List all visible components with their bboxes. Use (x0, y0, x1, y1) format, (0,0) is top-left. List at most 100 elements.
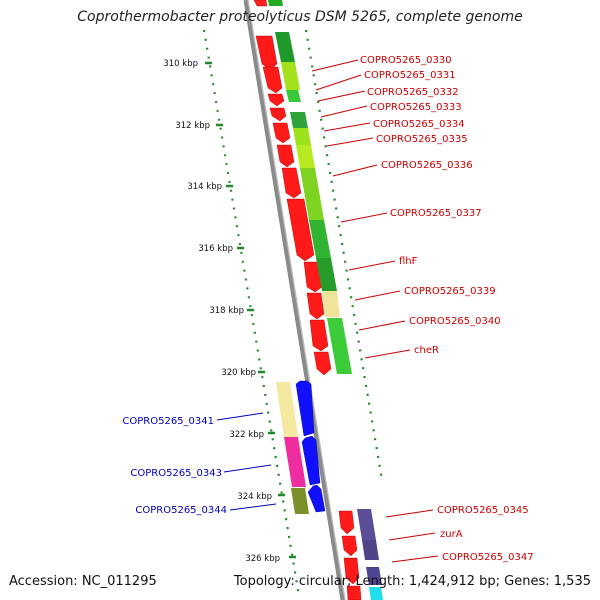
gene-label: COPRO5265_0330 (360, 55, 452, 66)
leader-line (216, 412, 264, 421)
function-block (291, 488, 309, 514)
tick-label: 314 kbp (187, 182, 222, 192)
gene-label: COPRO5265_0332 (367, 87, 459, 98)
leader-line (317, 90, 366, 102)
scale-track (202, 29, 301, 597)
leader-line (223, 464, 272, 473)
leader-line (332, 164, 378, 177)
gene-label: cheR (414, 345, 439, 356)
leader-line (326, 137, 374, 147)
function-block (275, 32, 295, 62)
leader-line (315, 74, 362, 91)
gene-label: COPRO5265_0337 (390, 208, 482, 219)
gene-label: COPRO5265_0336 (381, 160, 473, 171)
tick-label: 320 kbp (221, 368, 256, 378)
cds-arrow (303, 261, 323, 293)
forward-strand-cds (253, 0, 362, 600)
cds-arrow (343, 557, 360, 585)
cds-arrow (255, 35, 278, 71)
function-block (290, 112, 308, 128)
function-band (268, 0, 383, 600)
function-block (327, 318, 352, 374)
function-block (281, 62, 300, 90)
function-block (284, 437, 306, 487)
gene-label: COPRO5265_0334 (373, 119, 465, 130)
function-block (309, 220, 331, 258)
scale-tick-labels: 310 kbp 312 kbp 314 kbp 316 kbp 318 kbp … (163, 59, 280, 564)
gene-label: COPRO5265_0345 (437, 505, 529, 516)
right-leader-lines (311, 59, 439, 563)
scale-ticks (205, 61, 296, 559)
leader-line (340, 212, 388, 223)
cds-arrow (338, 510, 355, 535)
gene-label: COPRO5265_0339 (404, 286, 496, 297)
function-block (268, 0, 283, 6)
leader-line (358, 320, 406, 331)
cds-arrow (272, 122, 291, 144)
cds-arrow (346, 585, 362, 600)
cds-arrow (262, 66, 283, 94)
genome-backbone (243, 0, 346, 600)
leader-line (391, 555, 439, 563)
tick-label: 326 kbp (245, 554, 280, 564)
function-block (357, 509, 376, 540)
tick-label: 312 kbp (175, 121, 210, 131)
function-block (316, 258, 337, 291)
tick-label: 316 kbp (198, 244, 233, 254)
gene-label: COPRO5265_0343 (130, 468, 222, 479)
cds-arrow (276, 144, 295, 168)
cds-arrow (269, 107, 287, 122)
gene-label: COPRO5265_0340 (409, 316, 501, 327)
reverse-strand-cds (276, 380, 326, 514)
cds-arrow (306, 292, 325, 320)
leader-line (364, 349, 411, 359)
function-block (293, 128, 311, 145)
gene-label: COPRO5265_0344 (135, 505, 227, 516)
map-title: Coprothermobacter proteolyticus DSM 5265… (77, 9, 523, 25)
function-block (276, 382, 298, 437)
gene-label: COPRO5265_0333 (370, 102, 462, 113)
left-leader-lines (216, 412, 277, 511)
right-gene-labels: COPRO5265_0330 COPRO5265_0331 COPRO5265_… (360, 55, 534, 563)
leader-line (229, 503, 277, 511)
genome-backbone-highlight (247, 0, 346, 600)
function-block (300, 168, 324, 220)
function-block (322, 291, 340, 317)
left-gene-labels: COPRO5265_0341 COPRO5265_0343 COPRO5265_… (122, 416, 227, 516)
cds-arrow (341, 535, 358, 557)
cds-arrow (309, 319, 329, 352)
function-block (296, 145, 315, 168)
function-block (286, 90, 301, 102)
accession-text: Accession: NC_011295 (9, 574, 157, 589)
cds-arrow (313, 351, 332, 376)
tick-label: 318 kbp (209, 306, 244, 316)
gene-label: COPRO5265_0331 (364, 70, 456, 81)
cds-arrow (281, 167, 302, 199)
leader-line (323, 122, 371, 132)
leader-line (385, 509, 434, 518)
leader-line (311, 59, 359, 72)
cds-arrow (253, 0, 268, 7)
cds-arrow (267, 93, 285, 107)
gene-label: flhF (399, 256, 418, 267)
tick-label: 324 kbp (237, 492, 272, 502)
cds-arrow (307, 484, 326, 513)
genome-stats-text: Topology: circular; Length: 1,424,912 bp… (233, 574, 591, 589)
tick-label: 322 kbp (229, 430, 264, 440)
function-block (369, 587, 383, 600)
leader-line (348, 260, 396, 271)
tick-label: 310 kbp (163, 59, 198, 69)
leader-line (320, 105, 368, 118)
gene-label: zurA (440, 529, 463, 540)
cds-arrow (295, 380, 315, 437)
cds-arrow (286, 198, 315, 262)
cds-arrow (301, 435, 321, 486)
function-block (362, 540, 379, 560)
gene-label: COPRO5265_0341 (122, 416, 214, 427)
gene-label: COPRO5265_0347 (442, 552, 534, 563)
leader-line (388, 532, 436, 541)
gene-label: COPRO5265_0335 (376, 134, 468, 145)
leader-line (354, 290, 401, 301)
function-block (366, 567, 382, 585)
